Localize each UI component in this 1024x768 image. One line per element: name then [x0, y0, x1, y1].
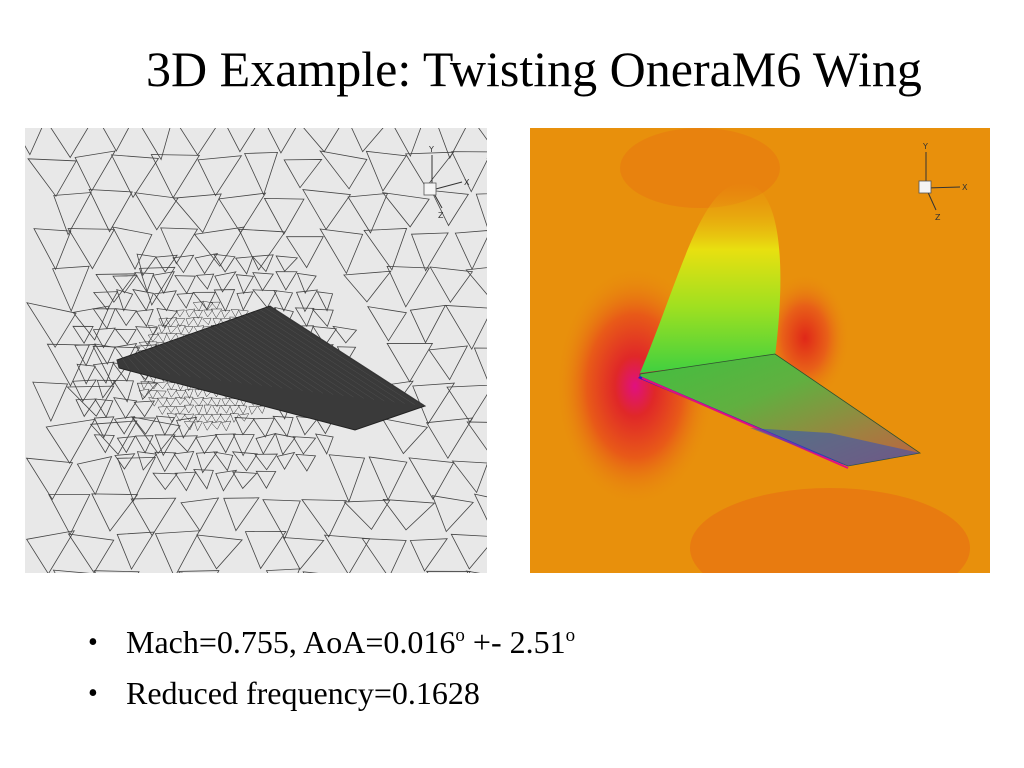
bullet-item-reduced-frequency: • Reduced frequency=0.1628: [88, 668, 575, 719]
mesh-image: Y X Z: [25, 128, 487, 573]
axis-x-label: X: [962, 183, 968, 192]
axis-z-label: Z: [935, 213, 941, 222]
axis-x-label: X: [464, 178, 470, 187]
axis-y-label: Y: [922, 142, 928, 151]
axis-y-label: Y: [428, 145, 434, 154]
axis-z-label: Z: [438, 211, 444, 220]
bullet-item-flow-conditions: • Mach=0.755, AoA=0.016o +- 2.51o: [88, 617, 575, 668]
bullet-list: • Mach=0.755, AoA=0.016o +- 2.51o • Reduce…: [88, 617, 575, 719]
contour-figure: Y X Z: [530, 128, 990, 573]
bullet-icon: •: [88, 678, 98, 709]
bullet-icon: •: [88, 627, 98, 658]
axis-triad: Y X Z: [918, 142, 968, 222]
mesh-figure: Y X Z: [25, 128, 487, 573]
slide-title: 3D Example: Twisting OneraM6 Wing: [146, 41, 922, 97]
contour-image: Y X Z: [530, 128, 990, 573]
axis-triad: Y X Z: [423, 145, 470, 220]
